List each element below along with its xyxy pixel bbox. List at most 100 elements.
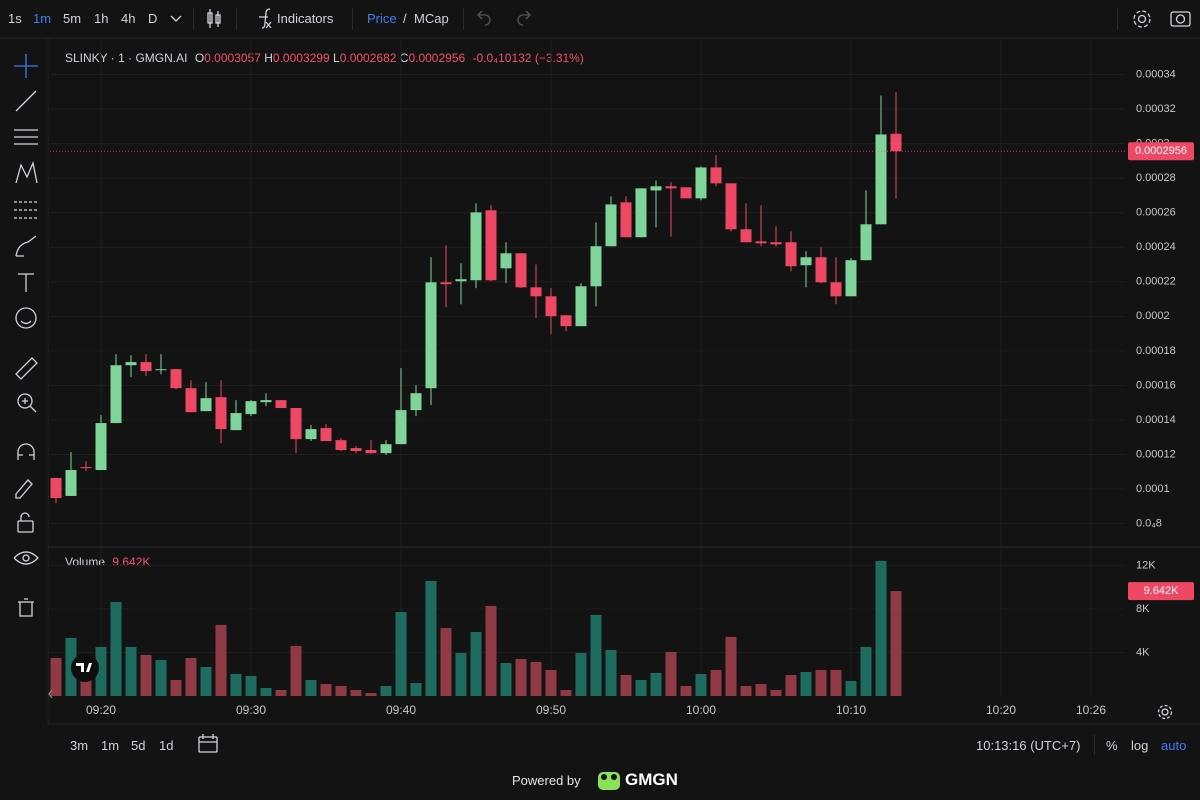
candle-body (590, 246, 602, 287)
volume-bar (455, 652, 467, 696)
date-range-button[interactable] (198, 734, 218, 753)
volume-bar (800, 671, 812, 696)
volume-bar (395, 611, 407, 696)
range-button[interactable]: 5d (131, 738, 146, 753)
text-tool[interactable] (18, 273, 34, 292)
x-tick-label: 10:10 (836, 703, 866, 717)
ohlc-letter: H (264, 51, 273, 65)
scroll-left[interactable] (48, 689, 53, 699)
range-button[interactable]: 1d (159, 738, 174, 753)
volume-bar (635, 679, 647, 696)
undo-button[interactable] (477, 10, 491, 26)
drawing-tools (13, 54, 1173, 753)
volume-bar (785, 674, 797, 696)
candle-body (335, 440, 347, 451)
interval-dropdown[interactable] (170, 15, 182, 22)
y-tick-label: 0.0003 (1136, 138, 1170, 150)
zoom-tool[interactable] (17, 393, 37, 413)
volume-bar (755, 683, 767, 696)
x-tick-label: 09:20 (86, 703, 116, 717)
projection-tool[interactable] (14, 201, 38, 219)
ohlc-letter: L (333, 51, 340, 65)
magnet-tool[interactable] (17, 443, 35, 460)
volume-bar (845, 680, 857, 696)
volume-bar (185, 657, 197, 696)
lock-tool[interactable] (17, 512, 34, 533)
interval-button[interactable]: 1s (8, 11, 22, 26)
x-tick-label: 09:30 (236, 703, 266, 717)
remove-tool[interactable] (18, 598, 34, 617)
legend-header: SLINKY · 1 · GMGN.AI O0.0003057 H0.00032… (65, 51, 584, 65)
volume-bar (470, 631, 482, 696)
interval-button[interactable]: 4h (121, 11, 136, 26)
mcap-toggle[interactable]: MCap (414, 11, 449, 26)
fib-tool[interactable] (14, 129, 38, 145)
candle-body (680, 187, 692, 199)
candle-body (890, 133, 902, 152)
interval-button[interactable]: 5m (63, 11, 82, 26)
volume-bar (440, 627, 452, 696)
volume-bar (215, 624, 227, 696)
pattern-tool[interactable] (15, 160, 38, 184)
volume-bar (860, 646, 872, 696)
indicators-button[interactable]: Indicators (277, 11, 334, 26)
tradingview-logo (71, 654, 99, 682)
volume-bar (680, 685, 692, 696)
chart-type-button[interactable] (207, 9, 221, 28)
candle-body (215, 397, 227, 430)
volume-bar (275, 689, 287, 696)
candle-body (635, 188, 647, 238)
axis-settings[interactable] (1157, 704, 1173, 720)
candle-body (410, 393, 422, 411)
toggle-separator: / (403, 11, 407, 26)
candle-body (710, 167, 722, 184)
interval-button[interactable]: 1h (94, 11, 109, 26)
separator (236, 8, 237, 30)
last-volume-label: 9.642K (1144, 585, 1180, 597)
volume-bar (545, 669, 557, 696)
percent-toggle[interactable]: % (1106, 738, 1118, 753)
volume-bar (875, 560, 887, 696)
volume-bar (590, 614, 602, 696)
volume-bar (725, 636, 737, 696)
trend-line-tool[interactable] (15, 90, 37, 112)
screenshot-button[interactable] (1170, 11, 1191, 27)
volume-bar (365, 692, 377, 696)
candle-body (530, 287, 542, 297)
candle-body (95, 423, 107, 471)
candle-body (275, 400, 287, 409)
price-toggle[interactable]: Price (367, 11, 397, 26)
indicators-icon[interactable] (259, 8, 272, 29)
volume-bar (320, 683, 332, 696)
crosshair-tool[interactable] (14, 54, 38, 78)
candle-body (500, 253, 512, 269)
interval-button[interactable]: 1m (33, 11, 52, 26)
candle-body (395, 410, 407, 445)
brush-tool[interactable] (15, 235, 37, 257)
volume-bar (515, 658, 527, 696)
candle-body (440, 282, 452, 285)
interval-button[interactable]: D (148, 11, 158, 26)
candle-body (125, 362, 137, 366)
redo-button[interactable] (517, 10, 531, 26)
brand-name: GMGN (625, 770, 678, 789)
candle-body (515, 253, 527, 288)
candle-body (290, 408, 302, 440)
volume-bar (350, 689, 362, 696)
volume-bar (830, 669, 842, 696)
range-button[interactable]: 1m (101, 738, 120, 753)
ohlc-value: 0.0002682 (339, 51, 397, 65)
ruler-tool[interactable] (15, 357, 38, 380)
emoji-tool[interactable] (15, 307, 37, 329)
log-toggle[interactable]: log (1131, 738, 1149, 753)
hide-tool[interactable] (13, 551, 39, 565)
range-button[interactable]: 3m (70, 738, 89, 753)
volume-bar (815, 669, 827, 696)
y-tick-label: 0.0001 (1136, 483, 1170, 495)
volume-bar (155, 659, 167, 696)
auto-toggle[interactable]: auto (1161, 738, 1187, 753)
settings-button[interactable] (1133, 10, 1151, 28)
volume-bar (290, 645, 302, 696)
stay-drawing-tool[interactable] (15, 479, 33, 499)
y-tick-label: 0.00018 (1136, 345, 1176, 357)
